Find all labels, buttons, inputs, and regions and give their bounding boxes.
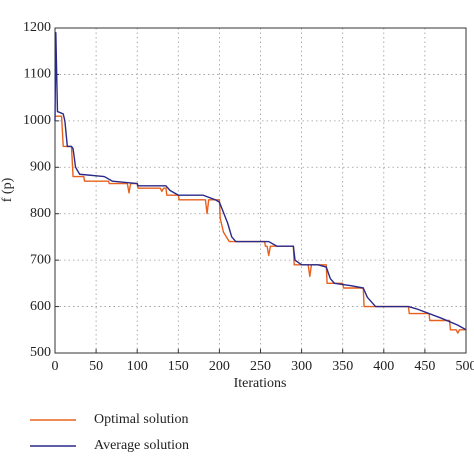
y-tick-label: 600 — [30, 299, 51, 314]
x-tick-label: 450 — [414, 359, 435, 374]
x-tick-label: 200 — [209, 359, 230, 374]
y-tick-label: 900 — [30, 160, 51, 175]
y-tick-label: 800 — [30, 206, 51, 221]
legend-label: Optimal solution — [94, 412, 189, 427]
x-tick-label: 250 — [250, 359, 271, 374]
y-tick-label: 1000 — [23, 113, 51, 128]
x-tick-label: 0 — [52, 359, 59, 374]
x-tick-label: 50 — [89, 359, 103, 374]
x-tick-label: 150 — [168, 359, 189, 374]
x-axis-label: Iterations — [234, 376, 287, 391]
y-tick-label: 1100 — [24, 67, 51, 82]
plot-frame — [54, 27, 467, 354]
x-tick-label: 350 — [332, 359, 353, 374]
x-tick-label: 300 — [291, 359, 312, 374]
series-line — [54, 31, 467, 331]
y-tick-label: 500 — [30, 345, 51, 360]
x-tick-label: 100 — [127, 359, 148, 374]
x-tick-label: 400 — [373, 359, 394, 374]
y-axis-label: f (p) — [0, 177, 15, 202]
x-tick-label: 500 — [456, 359, 474, 374]
series-line — [55, 115, 466, 334]
y-tick-label: 1200 — [23, 20, 51, 35]
legend-label: Average solution — [94, 438, 189, 453]
y-tick-label: 700 — [30, 252, 51, 267]
